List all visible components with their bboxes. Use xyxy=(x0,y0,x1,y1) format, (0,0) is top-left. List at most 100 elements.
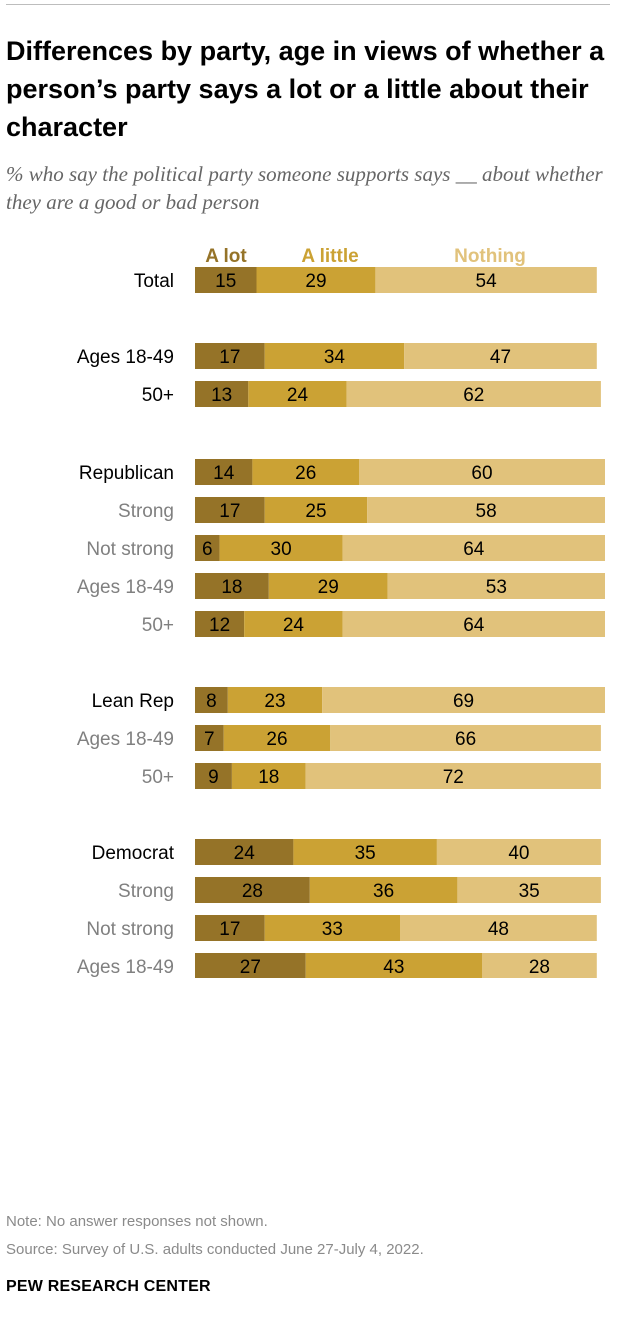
bar-segment-a-little xyxy=(223,725,331,751)
row-label: Strong xyxy=(118,501,174,522)
bar-value-label: 69 xyxy=(453,691,474,712)
bar-segment-a-lot xyxy=(195,725,224,751)
bar-segment-a-lot xyxy=(195,267,257,293)
bar-segment-a-little xyxy=(264,343,405,369)
bar-segment-a-lot xyxy=(195,839,294,865)
bar-segment-a-lot xyxy=(195,459,253,485)
bar-segment-nothing xyxy=(346,381,601,407)
row-label: 50+ xyxy=(142,615,174,636)
bar-segment-a-little xyxy=(219,535,343,561)
bar-segment-a-lot xyxy=(195,877,310,903)
bar-segment-a-lot xyxy=(195,535,220,561)
bar-segment-a-lot xyxy=(195,915,265,941)
bar-segment-a-little xyxy=(256,267,376,293)
bar-value-label: 53 xyxy=(486,577,507,598)
bar-value-label: 13 xyxy=(211,385,232,406)
bar-value-label: 35 xyxy=(519,881,540,902)
bar-value-label: 28 xyxy=(529,957,550,978)
bar-value-label: 58 xyxy=(476,501,497,522)
bar-segment-nothing xyxy=(359,459,605,485)
row-label: 50+ xyxy=(142,767,174,788)
row-label: 50+ xyxy=(142,385,174,406)
bar-value-label: 26 xyxy=(266,729,287,750)
bar-segment-nothing xyxy=(404,343,597,369)
bar-segment-nothing xyxy=(457,877,601,903)
bar-value-label: 6 xyxy=(202,539,213,560)
bar-value-label: 36 xyxy=(373,881,394,902)
bar-value-label: 18 xyxy=(221,577,242,598)
bar-segment-a-little xyxy=(227,687,323,713)
bar-value-label: 23 xyxy=(264,691,285,712)
bar-segment-a-lot xyxy=(195,763,232,789)
bar-segment-a-little xyxy=(264,915,400,941)
row-label: Ages 18-49 xyxy=(77,577,174,598)
bar-segment-nothing xyxy=(322,687,605,713)
bar-value-label: 29 xyxy=(305,271,326,292)
bar-value-label: 24 xyxy=(234,843,256,864)
row-label: Ages 18-49 xyxy=(77,347,174,368)
row-label: Ages 18-49 xyxy=(77,729,174,750)
bar-segment-nothing xyxy=(305,763,601,789)
bar-segment-nothing xyxy=(436,839,601,865)
row-label: Ages 18-49 xyxy=(77,957,174,978)
chart-note: Note: No answer responses not shown. xyxy=(6,1213,268,1230)
stacked-bar-chart: A lot A little Nothing Total 15 29 54 Ages 18-4… xyxy=(77,246,605,978)
bar-value-label: 28 xyxy=(242,881,263,902)
bar-segment-a-little xyxy=(305,953,482,978)
bar-segment-a-lot xyxy=(195,953,306,978)
bar-value-label: 29 xyxy=(318,577,339,598)
legend-nothing: Nothing xyxy=(454,246,526,267)
bar-value-label: 47 xyxy=(490,347,511,368)
bar-value-label: 14 xyxy=(213,463,235,484)
bar-value-label: 40 xyxy=(508,843,529,864)
row-label: Not strong xyxy=(86,919,174,940)
row-label: Not strong xyxy=(86,539,174,560)
bar-value-label: 62 xyxy=(463,385,484,406)
bar-value-label: 43 xyxy=(383,957,404,978)
bar-segment-nothing xyxy=(387,573,605,599)
pew-brand-logo: PEW RESEARCH CENTER xyxy=(6,1278,211,1295)
bar-value-label: 24 xyxy=(283,615,305,636)
bar-segment-a-lot xyxy=(195,381,249,407)
bar-value-label: 17 xyxy=(219,919,240,940)
row-label: Total xyxy=(134,271,174,292)
bar-value-label: 72 xyxy=(443,767,464,788)
bar-value-label: 15 xyxy=(215,271,236,292)
bar-segment-nothing xyxy=(400,915,597,941)
bar-value-label: 27 xyxy=(240,957,261,978)
bar-value-label: 33 xyxy=(322,919,343,940)
bar-value-label: 34 xyxy=(324,347,346,368)
bar-segment-a-lot xyxy=(195,687,228,713)
row-label: Republican xyxy=(79,463,174,484)
legend-a-lot: A lot xyxy=(205,246,247,267)
bar-value-label: 64 xyxy=(463,539,485,560)
bar-segment-a-little xyxy=(244,611,343,637)
bar-segment-a-little xyxy=(252,459,359,485)
bar-value-label: 17 xyxy=(219,501,240,522)
bar-segment-a-little xyxy=(268,573,388,599)
legend-a-little: A little xyxy=(301,246,358,267)
bar-value-label: 18 xyxy=(258,767,279,788)
bar-segment-nothing xyxy=(342,611,605,637)
bar-value-label: 8 xyxy=(206,691,217,712)
bar-value-label: 35 xyxy=(355,843,376,864)
bar-value-label: 60 xyxy=(471,463,492,484)
top-rule xyxy=(6,4,610,5)
bar-value-label: 24 xyxy=(287,385,309,406)
bar-value-label: 54 xyxy=(476,271,498,292)
chart-source: Source: Survey of U.S. adults conducted … xyxy=(6,1241,424,1258)
bar-value-label: 30 xyxy=(271,539,292,560)
bar-segment-a-lot xyxy=(195,573,269,599)
bar-segment-nothing xyxy=(330,725,601,751)
bar-value-label: 26 xyxy=(295,463,316,484)
row-label: Strong xyxy=(118,881,174,902)
bar-segment-a-little xyxy=(293,839,437,865)
bar-segment-a-lot xyxy=(195,497,265,523)
row-label: Lean Rep xyxy=(92,691,174,712)
bar-value-label: 25 xyxy=(305,501,326,522)
bar-segment-a-little xyxy=(231,763,306,789)
bar-value-label: 9 xyxy=(208,767,219,788)
bar-segment-nothing xyxy=(482,953,597,978)
bar-segment-a-lot xyxy=(195,611,245,637)
chart-title: Differences by party, age in views of wh… xyxy=(6,36,605,142)
